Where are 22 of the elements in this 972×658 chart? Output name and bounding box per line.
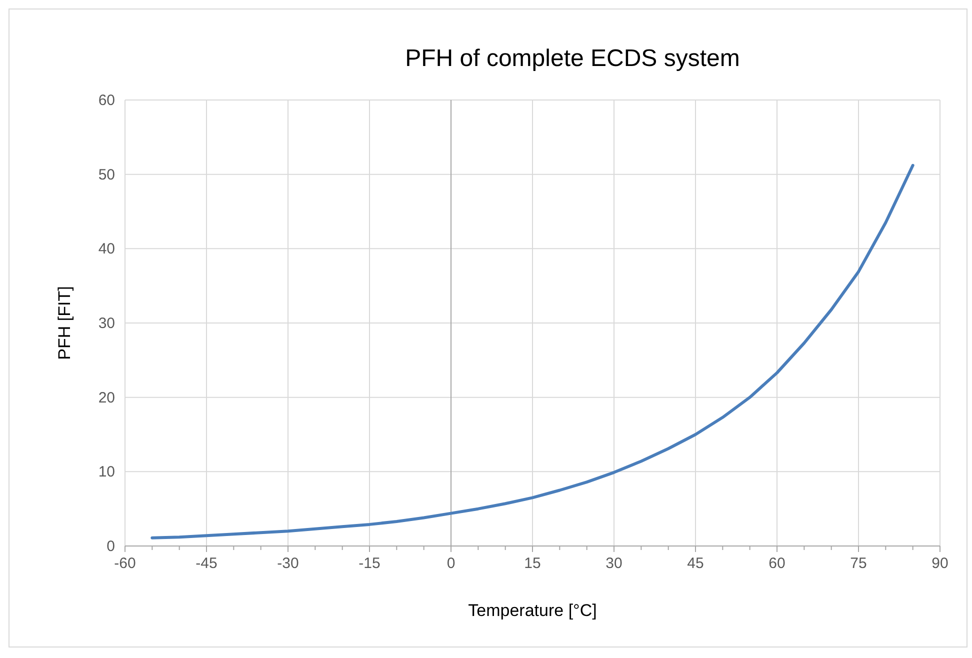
y-tick-label: 0 bbox=[106, 538, 115, 555]
line-series bbox=[150, 164, 914, 540]
x-tick-label: 90 bbox=[932, 555, 948, 572]
x-tick-label: 15 bbox=[524, 555, 541, 572]
y-tick-label: 30 bbox=[98, 315, 115, 332]
y-tick-label: 20 bbox=[98, 389, 115, 406]
x-tick-label: 0 bbox=[446, 555, 456, 572]
y-tick-label: 10 bbox=[98, 464, 115, 481]
x-tick-label: 30 bbox=[606, 555, 622, 572]
x-tick-label: 60 bbox=[768, 555, 786, 572]
x-tick-label: -15 bbox=[358, 555, 380, 572]
x-tick-label: -60 bbox=[114, 555, 136, 572]
chart-title: PFH of complete ECDS system bbox=[405, 45, 740, 72]
x-axis-title: Temperature [°C] bbox=[468, 601, 597, 620]
x-tick-label: -45 bbox=[196, 555, 218, 572]
x-tick-label: 75 bbox=[850, 555, 867, 572]
y-tick-label: 40 bbox=[98, 240, 115, 258]
y-axis-title: PFH [FIT] bbox=[55, 286, 74, 360]
x-tick-label: 45 bbox=[687, 555, 704, 572]
y-tick-label: 60 bbox=[98, 92, 115, 109]
x-tick-label: -30 bbox=[277, 555, 299, 572]
y-tick-label: 50 bbox=[98, 166, 115, 184]
